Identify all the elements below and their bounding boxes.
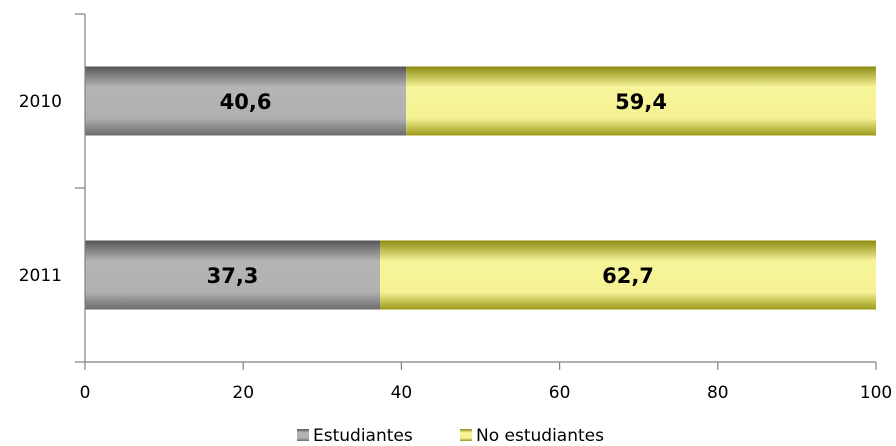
y-tick-label: 2010 [19,92,62,112]
x-tick-label: 60 [549,383,571,403]
x-tick-label: 0 [80,383,91,403]
data-label: 40,6 [220,90,272,114]
legend-label: No estudiantes [476,426,604,446]
legend-swatch-no-estudiantes [460,429,472,441]
bar-estudiantes-2011 [85,240,381,310]
bar-no-estudiantes-2010 [406,66,876,136]
x-tick-label: 80 [707,383,729,403]
legend-label: Estudiantes [313,426,413,446]
x-tick-label: 100 [860,383,892,403]
y-tick-label: 2011 [19,266,62,286]
data-label: 59,4 [615,90,667,114]
x-tick-label: 40 [391,383,413,403]
x-tick-label: 20 [232,383,254,403]
bar-no-estudiantes-2011 [380,240,876,310]
data-label: 37,3 [207,264,259,288]
data-label: 62,7 [602,264,654,288]
legend-swatch-estudiantes [297,429,309,441]
bar-estudiantes-2010 [85,66,407,136]
